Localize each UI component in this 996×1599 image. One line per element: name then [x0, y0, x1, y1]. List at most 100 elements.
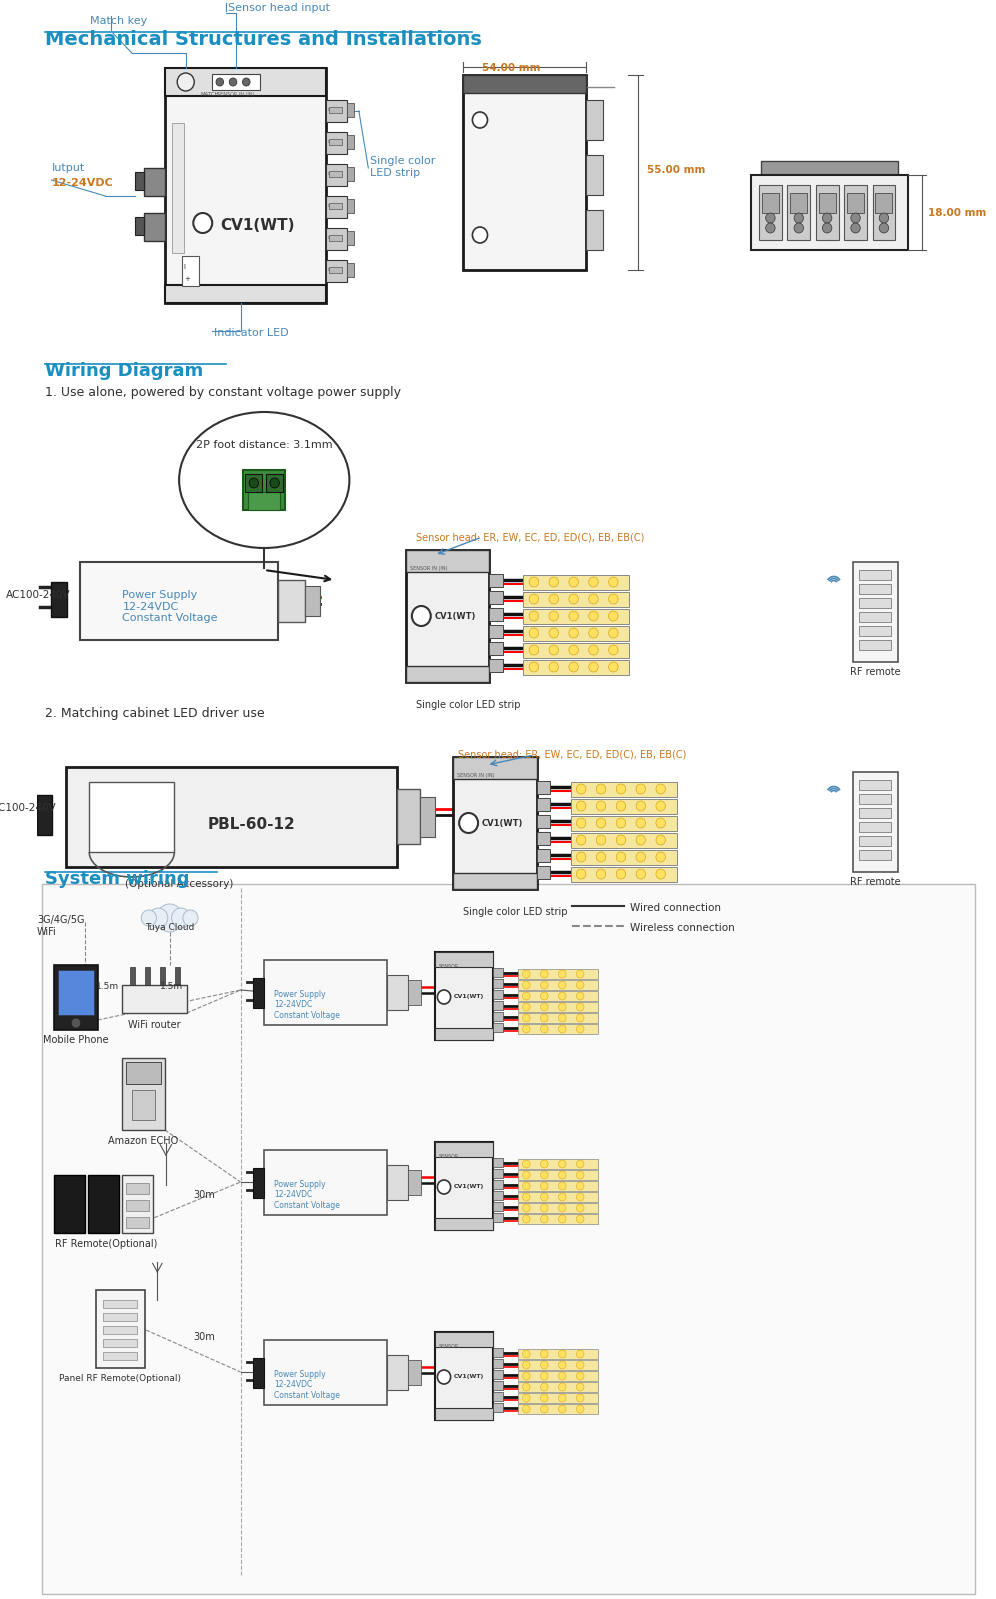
Bar: [434, 1332, 493, 1420]
Circle shape: [459, 812, 478, 833]
Bar: [571, 867, 676, 883]
Bar: [347, 134, 355, 149]
Circle shape: [523, 982, 530, 990]
Circle shape: [229, 78, 237, 86]
Text: +: +: [184, 277, 189, 281]
Circle shape: [541, 1406, 548, 1414]
Text: Indicator LED: Indicator LED: [214, 328, 289, 337]
Text: Mechanical Structures and Installations: Mechanical Structures and Installations: [45, 30, 482, 50]
Bar: [264, 1150, 387, 1215]
Circle shape: [879, 213, 888, 222]
Text: Sensor head: ER, EW, EC, ED, ED(C), EB, EB(C): Sensor head: ER, EW, EC, ED, ED(C), EB, …: [458, 748, 686, 760]
Bar: [134, 217, 144, 235]
Text: Single color LED strip: Single color LED strip: [463, 907, 568, 916]
Text: AC100-240V: AC100-240V: [0, 803, 57, 812]
Circle shape: [766, 222, 775, 233]
Circle shape: [541, 1361, 548, 1369]
Bar: [326, 197, 347, 217]
Circle shape: [656, 868, 665, 879]
Bar: [518, 1214, 599, 1223]
Circle shape: [541, 1204, 548, 1212]
Bar: [347, 166, 355, 181]
Bar: [847, 193, 865, 213]
Circle shape: [242, 78, 250, 86]
Circle shape: [569, 577, 579, 587]
Bar: [537, 780, 550, 795]
Text: OUT: OUT: [328, 237, 337, 240]
Bar: [860, 625, 891, 636]
Bar: [165, 69, 326, 302]
Circle shape: [523, 1372, 530, 1380]
Bar: [493, 1180, 503, 1190]
Circle shape: [437, 1370, 450, 1385]
Bar: [524, 643, 629, 659]
Bar: [54, 1175, 85, 1233]
Circle shape: [577, 991, 584, 999]
Circle shape: [541, 1025, 548, 1033]
Circle shape: [569, 593, 579, 604]
Circle shape: [529, 662, 539, 672]
Circle shape: [589, 577, 599, 587]
Circle shape: [656, 852, 665, 862]
Circle shape: [559, 1406, 566, 1414]
Text: Wired connection: Wired connection: [630, 903, 721, 913]
Circle shape: [559, 1159, 566, 1167]
Circle shape: [529, 644, 539, 656]
Bar: [493, 1214, 503, 1222]
Circle shape: [569, 644, 579, 656]
Bar: [790, 193, 808, 213]
Circle shape: [559, 1383, 566, 1391]
Bar: [434, 1409, 493, 1420]
Bar: [537, 849, 550, 862]
Bar: [493, 967, 503, 977]
Bar: [126, 1183, 148, 1194]
Circle shape: [851, 222, 861, 233]
Circle shape: [523, 1182, 530, 1190]
Bar: [434, 951, 493, 967]
Bar: [853, 561, 898, 662]
Bar: [788, 185, 810, 240]
Circle shape: [249, 478, 259, 488]
Bar: [860, 598, 891, 608]
Bar: [387, 1166, 408, 1199]
Circle shape: [589, 628, 599, 638]
Bar: [518, 1393, 599, 1402]
Circle shape: [597, 835, 606, 844]
Bar: [518, 1159, 599, 1169]
Text: AC100-240V: AC100-240V: [6, 590, 71, 600]
Text: MATCH: MATCH: [201, 93, 220, 98]
Bar: [872, 185, 895, 240]
Circle shape: [609, 644, 619, 656]
Circle shape: [541, 1383, 548, 1391]
Bar: [89, 1175, 119, 1233]
Circle shape: [589, 593, 599, 604]
Bar: [489, 574, 503, 587]
Circle shape: [636, 868, 645, 879]
Circle shape: [549, 593, 559, 604]
Bar: [266, 473, 283, 492]
Text: OUT: OUT: [328, 141, 337, 144]
Bar: [66, 768, 396, 867]
Bar: [453, 873, 537, 889]
Bar: [493, 1402, 503, 1412]
Bar: [853, 772, 898, 871]
Bar: [761, 161, 898, 174]
Bar: [347, 262, 355, 277]
Bar: [571, 851, 676, 865]
Bar: [493, 1382, 503, 1390]
Bar: [762, 193, 779, 213]
Bar: [524, 576, 629, 590]
Text: 30m: 30m: [193, 1190, 215, 1199]
Bar: [144, 168, 165, 197]
Bar: [860, 584, 891, 593]
Bar: [326, 133, 347, 154]
Bar: [493, 1191, 503, 1199]
Bar: [493, 1202, 503, 1210]
Text: SENSOR IN (IN): SENSOR IN (IN): [410, 566, 447, 571]
Bar: [493, 990, 503, 999]
Bar: [819, 193, 836, 213]
Text: Single color
LED strip: Single color LED strip: [371, 157, 435, 177]
Circle shape: [597, 868, 606, 879]
Circle shape: [609, 628, 619, 638]
Bar: [408, 1170, 421, 1194]
